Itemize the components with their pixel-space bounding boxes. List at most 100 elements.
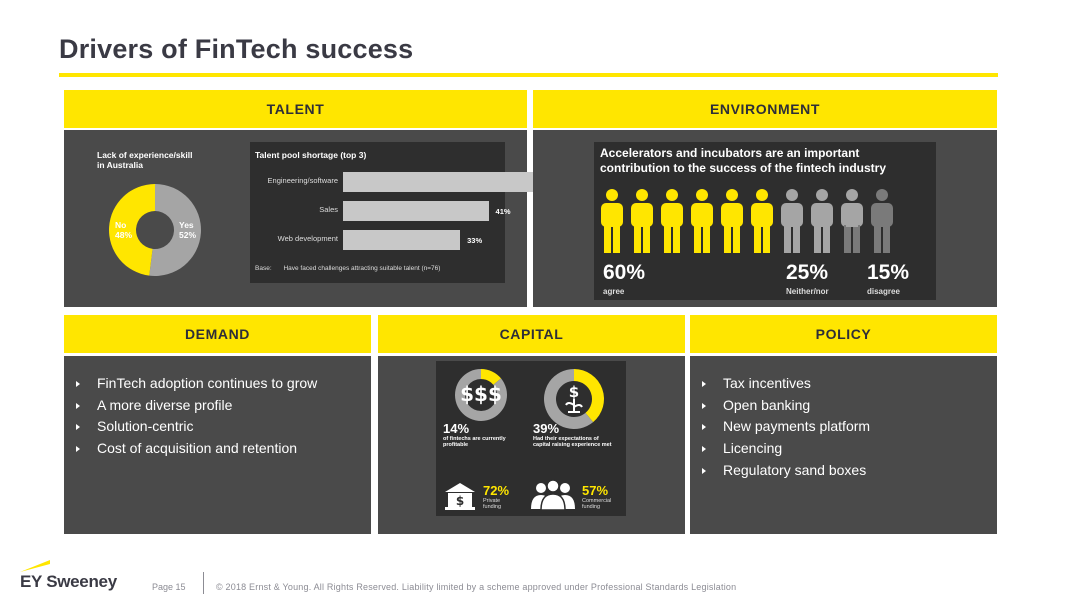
list-item-text: FinTech adoption continues to grow bbox=[97, 375, 318, 391]
person-icon bbox=[781, 189, 803, 253]
donut-yes-text: Yes bbox=[179, 220, 194, 230]
profitable-ring-yellow-segment bbox=[481, 369, 502, 385]
person-icon bbox=[721, 189, 743, 253]
profitable-ring: $$$ bbox=[455, 369, 507, 421]
footer-page-number: Page 15 bbox=[152, 582, 186, 592]
person-icon bbox=[841, 189, 863, 253]
list-item-text: A more diverse profile bbox=[97, 396, 233, 413]
donut-title: Lack of experience/skill in Australia bbox=[97, 150, 192, 170]
donut-no-text: No bbox=[115, 220, 127, 230]
profitable-label-line1: of fintechs are currently bbox=[443, 436, 506, 442]
list-item-text: Tax incentives bbox=[723, 375, 811, 391]
bar-value-label: 41% bbox=[495, 207, 511, 216]
stat-disagree-value: 15% bbox=[867, 261, 910, 284]
stat-disagree: 15% disagree bbox=[867, 261, 910, 297]
demand-list: FinTech adoption continues to grow A mor… bbox=[74, 373, 317, 460]
money-plant-icon: $ bbox=[565, 383, 583, 413]
bar bbox=[343, 230, 461, 250]
person-icon bbox=[661, 189, 683, 253]
bullet-icon bbox=[76, 445, 80, 452]
bar-label: Sales bbox=[319, 205, 338, 214]
people-figures bbox=[599, 189, 899, 257]
list-item-text: Licencing bbox=[723, 440, 783, 457]
accelerator-heading: Accelerators and incubators are an impor… bbox=[600, 146, 886, 176]
section-header-environment: ENVIRONMENT bbox=[533, 90, 997, 128]
commercial-stat: 57% Commercial funding bbox=[582, 483, 611, 510]
profitable-label-line2: profitable bbox=[443, 442, 469, 448]
bullet-icon bbox=[702, 402, 706, 409]
list-item-text: Cost of acquisition and retention bbox=[97, 440, 298, 457]
donut-yes-label: Yes 52% bbox=[179, 220, 196, 240]
list-item: New payments platform bbox=[700, 416, 870, 438]
profitable-stat: 14% of fintechs are currently profitable bbox=[443, 421, 506, 448]
bullet-icon bbox=[76, 380, 80, 387]
donut-slice-no bbox=[108, 184, 155, 276]
bar-chart-title: Talent pool shortage (top 3) bbox=[255, 150, 367, 160]
group-people-icon bbox=[531, 479, 575, 511]
accelerator-card: Accelerators and incubators are an impor… bbox=[594, 142, 936, 300]
profitable-value: 14% bbox=[443, 421, 470, 436]
commercial-label-line1: Commercial bbox=[582, 498, 612, 504]
list-item: A more diverse profile bbox=[74, 395, 317, 417]
expectations-label-line1: Had their expectations of bbox=[533, 436, 599, 442]
environment-panel: Accelerators and incubators are an impor… bbox=[533, 130, 997, 307]
expectations-stat: 39% Had their expectations of capital ra… bbox=[533, 421, 612, 448]
title-underline bbox=[59, 73, 998, 77]
list-item-text: Solution-centric bbox=[97, 418, 194, 435]
commercial-value: 57% bbox=[582, 483, 609, 498]
policy-list: Tax incentives Open banking New payments… bbox=[700, 373, 870, 482]
private-label-line1: Private bbox=[483, 498, 501, 504]
demand-panel: FinTech adoption continues to grow A mor… bbox=[64, 356, 371, 534]
private-value: 72% bbox=[483, 483, 510, 498]
policy-panel: Tax incentives Open banking New payments… bbox=[690, 356, 997, 534]
list-item-text: Open banking bbox=[723, 396, 811, 413]
list-item-text: New payments platform bbox=[723, 418, 871, 435]
bank-icon: $ bbox=[445, 483, 475, 510]
expectations-ring-grey-segment bbox=[544, 369, 594, 429]
person-icon bbox=[691, 189, 713, 253]
bullet-icon bbox=[702, 467, 706, 474]
expectations-ring: $ bbox=[544, 369, 604, 429]
donut-title-line1: Lack of experience/skill bbox=[97, 150, 193, 160]
list-item: Open banking bbox=[700, 395, 870, 417]
base-text: Have faced challenges attracting suitabl… bbox=[283, 265, 441, 272]
bar-chart-base: Base: Have faced challenges attracting s… bbox=[255, 265, 440, 272]
person-icon bbox=[871, 189, 893, 253]
money-growth-icon: $$$ bbox=[460, 382, 502, 406]
list-item: Tax incentives bbox=[700, 373, 870, 395]
person-icon bbox=[811, 189, 833, 253]
stat-agree-value: 60% bbox=[603, 261, 646, 284]
stat-neither-value: 25% bbox=[786, 261, 829, 284]
bar-chart-card: Talent pool shortage (top 3) Engineering… bbox=[250, 142, 582, 283]
stat-neither-label: Neither/nor bbox=[786, 287, 829, 296]
donut-chart bbox=[108, 184, 201, 276]
donut-yes-value: 52% bbox=[179, 230, 197, 240]
svg-text:$: $ bbox=[569, 383, 579, 401]
donut-slice-yes bbox=[149, 184, 201, 276]
list-item: Licencing bbox=[700, 438, 870, 460]
donut-no-value: 48% bbox=[115, 230, 133, 240]
talent-panel: Lack of experience/skill in Australia No… bbox=[64, 130, 582, 307]
person-icon bbox=[751, 189, 773, 253]
bar-label: Engineering/software bbox=[267, 176, 338, 185]
footer-divider bbox=[203, 572, 204, 594]
expectations-value: 39% bbox=[533, 421, 560, 436]
bar bbox=[343, 201, 489, 221]
list-item-text: Regulatory sand boxes bbox=[723, 461, 867, 478]
person-icon bbox=[631, 189, 653, 253]
expectations-label-line2: capital raising experience met bbox=[533, 442, 612, 448]
list-item: FinTech adoption continues to grow bbox=[74, 373, 317, 395]
footer-logo: EY Sweeney bbox=[20, 572, 117, 591]
page-title: Drivers of FinTech success bbox=[59, 34, 414, 64]
svg-text:$: $ bbox=[456, 494, 464, 508]
person-icon bbox=[601, 189, 623, 253]
stat-neither: 25% Neither/nor bbox=[786, 261, 829, 297]
profitable-ring-grey-segment bbox=[455, 369, 507, 421]
bullet-icon bbox=[76, 402, 80, 409]
stat-disagree-label: disagree bbox=[867, 287, 900, 296]
capital-panel: $$$ $ 14% of fintechs are currently prof… bbox=[378, 356, 685, 534]
bullet-icon bbox=[702, 445, 706, 452]
section-header-capital: CAPITAL bbox=[378, 315, 685, 353]
expectations-ring-yellow-segment bbox=[574, 369, 604, 423]
footer-copyright: © 2018 Ernst & Young. All Rights Reserve… bbox=[216, 582, 737, 592]
